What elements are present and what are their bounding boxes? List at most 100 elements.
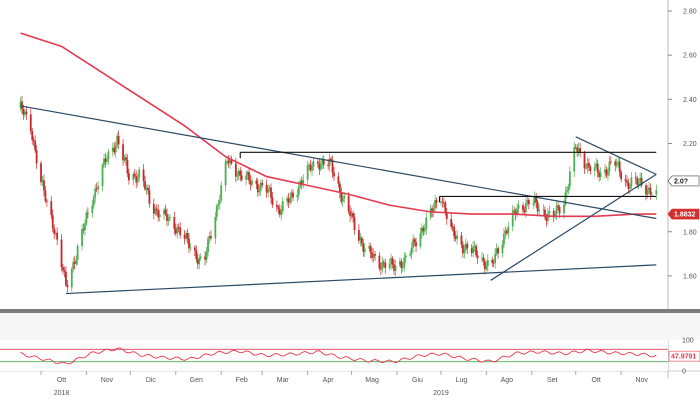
candle-body <box>522 205 524 211</box>
x-tick-label: Ott <box>57 377 66 384</box>
candle-body <box>84 223 86 231</box>
candle-body <box>117 135 120 145</box>
candle-body <box>196 259 199 265</box>
candle-body <box>44 190 47 201</box>
x-tick-label: Mar <box>277 377 290 384</box>
candle-body <box>504 230 507 234</box>
candle-body <box>135 176 138 183</box>
candle-body <box>596 163 599 173</box>
candle-body <box>546 213 549 221</box>
candle-body <box>466 243 469 249</box>
candle-body <box>576 147 579 152</box>
candle-body <box>532 203 535 205</box>
moving-average-price-tag: 1.8832 <box>667 208 700 220</box>
candle-body <box>372 254 375 259</box>
last-price-tag: 2.0? <box>667 175 700 187</box>
candle-body <box>381 261 384 270</box>
candle-body <box>526 199 529 204</box>
candle-body <box>167 217 170 221</box>
candle-body <box>62 267 64 271</box>
candle-body <box>545 217 548 221</box>
candle-body <box>394 265 397 271</box>
candle-body <box>193 247 196 251</box>
candle-body <box>607 171 609 176</box>
candle-body <box>249 180 252 185</box>
candle-body <box>277 206 280 210</box>
candle-body <box>472 246 475 253</box>
candle-body <box>630 177 633 187</box>
x-tick-label: Lug <box>456 377 468 384</box>
candle-body <box>564 192 567 205</box>
candle-body <box>251 180 253 185</box>
main-plot-area <box>0 0 668 309</box>
candle-body <box>94 188 97 198</box>
candle-body <box>567 186 570 191</box>
candle-body <box>73 261 76 264</box>
candle-body <box>287 198 290 203</box>
candle-body <box>535 197 538 203</box>
candle-body <box>362 243 365 252</box>
candle-body <box>133 173 136 177</box>
candle-body <box>330 158 332 160</box>
y-tick-label: 2.40 <box>683 97 697 104</box>
candle-body <box>179 227 182 236</box>
candle-body <box>476 255 479 259</box>
candle-body <box>152 203 155 214</box>
candle-body <box>425 217 428 230</box>
candle-body <box>142 169 145 182</box>
candle-body <box>501 244 504 254</box>
candle-body <box>106 159 108 162</box>
candle-body <box>195 250 198 260</box>
candle-body <box>237 170 240 176</box>
candle-body <box>215 205 218 218</box>
candle-body <box>577 148 580 152</box>
candle-body <box>75 259 78 264</box>
candle-body <box>35 150 38 164</box>
candle-body <box>391 258 394 265</box>
candlestick-series <box>19 95 658 293</box>
candle-body <box>390 258 393 265</box>
candle-body <box>544 209 546 218</box>
candle-body <box>91 205 94 214</box>
candle-body <box>350 213 353 217</box>
candle-body <box>579 148 582 154</box>
candle-body <box>183 235 186 239</box>
x-tick-label: Feb <box>236 377 248 384</box>
candle-body <box>492 262 495 264</box>
candle-body <box>608 161 611 172</box>
candle-body <box>328 158 331 167</box>
candle-body <box>627 182 630 189</box>
candle-body <box>65 271 67 286</box>
candle-body <box>126 160 129 174</box>
candle-body <box>157 210 160 218</box>
candle-body <box>158 214 161 218</box>
candle-body <box>410 247 413 255</box>
candle-body <box>360 237 363 244</box>
candle-body <box>423 229 426 232</box>
candle-body <box>51 215 54 229</box>
candle-body <box>352 213 354 218</box>
candle-body <box>403 257 406 268</box>
candle-body <box>318 163 321 170</box>
candle-body <box>589 166 592 171</box>
candle-body <box>637 181 640 185</box>
candle-body <box>316 161 319 164</box>
candle-body <box>240 175 243 180</box>
x-tick-label: Ott <box>592 377 601 384</box>
candle-body <box>503 233 505 245</box>
candle-body <box>460 235 463 245</box>
candle-body <box>155 208 158 211</box>
price-tag-label: 1.8832 <box>674 212 696 219</box>
candle-body <box>444 202 447 213</box>
oscillator-y-tick-label: 0 <box>682 369 686 376</box>
candle-body <box>56 232 59 240</box>
candle-body <box>587 162 590 167</box>
candle-body <box>573 147 576 172</box>
candle-body <box>125 157 127 161</box>
candle-body <box>463 250 466 254</box>
candle-body <box>101 164 104 187</box>
candle-body <box>306 165 309 180</box>
candle-body <box>72 261 75 270</box>
candle-body <box>66 285 69 288</box>
